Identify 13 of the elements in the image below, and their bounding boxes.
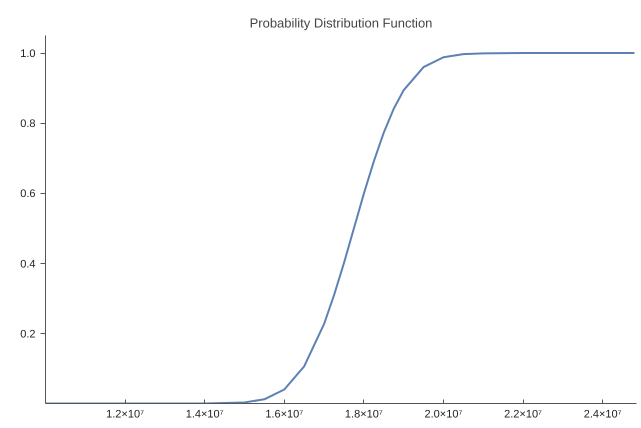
y-tick-label: 1.0 — [20, 48, 36, 60]
x-tick-label: 1.6×10⁷ — [265, 408, 304, 420]
x-tick-label: 1.8×10⁷ — [344, 408, 383, 420]
y-tick-label: 0.6 — [20, 188, 36, 200]
x-tick-label: 1.4×10⁷ — [186, 408, 224, 420]
x-tick-label: 1.2×10⁷ — [106, 408, 144, 420]
y-tick-label: 0.2 — [20, 328, 36, 340]
chart-title: Probability Distribution Function — [250, 16, 432, 30]
x-tick-label: 2.2×10⁷ — [504, 408, 542, 420]
x-tick-label: 2.0×10⁷ — [424, 408, 462, 420]
y-tick-label: 0.8 — [20, 118, 36, 130]
y-tick-label: 0.4 — [20, 258, 36, 270]
x-tick-label: 2.4×10⁷ — [584, 408, 622, 420]
